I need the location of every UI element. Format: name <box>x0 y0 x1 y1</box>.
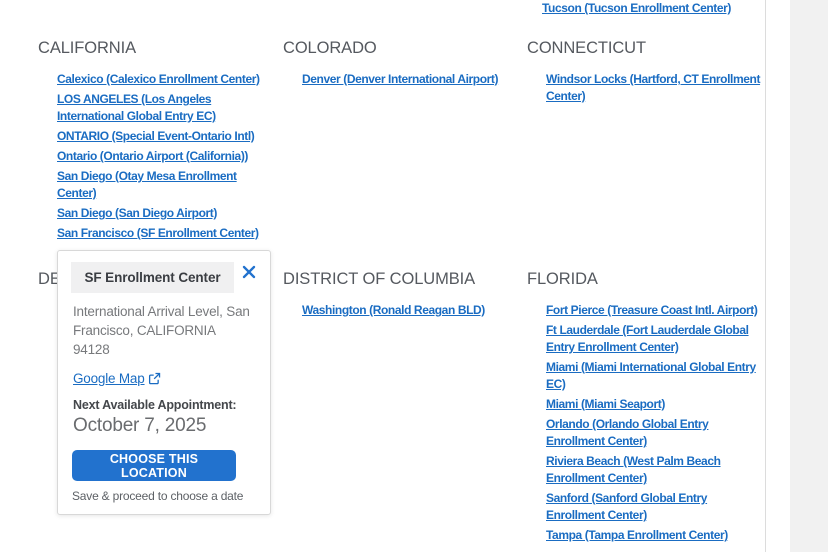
enrollment-center-link[interactable]: Miami (Miami International Global Entry … <box>546 360 756 391</box>
enrollment-center-link[interactable]: Ontario (Ontario Airport (California)) <box>57 149 249 163</box>
enrollment-center-link[interactable]: San Diego (Otay Mesa Enrollment Center) <box>57 169 237 200</box>
state-heading: FLORIDA <box>527 270 598 288</box>
enrollment-center-list: Calexico (Calexico Enrollment Center) LOS… <box>57 71 284 242</box>
enrollment-center-link[interactable]: Calexico (Calexico Enrollment Center) <box>57 72 260 86</box>
enrollment-center-link[interactable]: Orlando (Orlando Global Entry Enrollment… <box>546 417 709 448</box>
close-icon <box>241 264 257 280</box>
enrollment-center-link[interactable]: Washington (Ronald Reagan BLD) <box>302 303 485 317</box>
state-heading: CONNECTICUT <box>527 39 646 57</box>
right-gutter <box>790 0 828 552</box>
enrollment-center-link[interactable]: Miami (Miami Seaport) <box>546 397 665 411</box>
enrollment-center-link[interactable]: San Francisco (SF Enrollment Center) <box>57 226 259 240</box>
state-heading: DISTRICT OF COLUMBIA <box>283 270 476 288</box>
enrollment-center-link[interactable]: Riviera Beach (West Palm Beach Enrollmen… <box>546 454 721 485</box>
enrollment-center-link[interactable]: ONTARIO (Special Event-Ontario Intl) <box>57 129 255 143</box>
state-section: DISTRICT OF COLUMBIA Washington (Ronald R… <box>283 269 529 322</box>
state-section: CONNECTICUT Windsor Locks (Hartford, CT E… <box>527 38 773 108</box>
close-button[interactable] <box>234 262 257 293</box>
enrollment-center-list: Windsor Locks (Hartford, CT Enrollment C… <box>546 71 773 105</box>
enrollment-center-list: Washington (Ronald Reagan BLD) <box>302 302 529 319</box>
location-address: International Arrival Level, San Francis… <box>73 304 250 357</box>
enrollment-center-link[interactable]: San Diego (San Diego Airport) <box>57 206 217 220</box>
external-link-icon <box>148 372 161 385</box>
choose-this-location-button[interactable]: CHOOSE THIS LOCATION <box>72 450 236 481</box>
state-section: DE <box>38 269 284 302</box>
enrollment-center-link[interactable]: Ft Lauderdale (Fort Lauderdale Global En… <box>546 323 749 354</box>
popup-header: SF Enrollment Center <box>71 262 257 293</box>
enrollment-center-link[interactable]: Denver (Denver International Airport) <box>302 72 499 86</box>
state-section: CALIFORNIA Calexico (Calexico Enrollment … <box>38 38 284 245</box>
google-map-link[interactable]: Google Map <box>73 371 161 386</box>
enrollment-center-link[interactable]: Sanford (Sanford Global Entry Enrollment… <box>546 491 708 522</box>
enrollment-center-link[interactable]: Tampa (Tampa Enrollment Center) <box>546 528 728 542</box>
enrollment-center-list: Fort Pierce (Treasure Coast Intl. Airpor… <box>546 302 773 544</box>
next-appointment-label: Next Available Appointment: <box>73 398 237 412</box>
google-map-link-label: Google Map <box>73 371 145 386</box>
enrollment-center-list: Denver (Denver International Airport) <box>302 71 529 88</box>
location-details-popup: SF Enrollment Center International Arriv… <box>57 250 271 515</box>
enrollment-center-link-tucson[interactable]: Tucson (Tucson Enrollment Center) <box>542 1 732 15</box>
save-proceed-note: Save & proceed to choose a date <box>72 489 244 503</box>
next-appointment-date: October 7, 2025 <box>73 415 207 436</box>
state-section: FLORIDA Fort Pierce (Treasure Coast Intl.… <box>527 269 773 547</box>
state-section: COLORADO Denver (Denver International Air… <box>283 38 529 91</box>
enrollment-center-link[interactable]: LOS ANGELES (Los Angeles International G… <box>57 92 216 123</box>
enrollment-center-link[interactable]: Fort Pierce (Treasure Coast Intl. Airpor… <box>546 303 758 317</box>
state-heading: COLORADO <box>283 39 377 57</box>
enrollment-center-link[interactable]: Windsor Locks (Hartford, CT Enrollment C… <box>546 72 761 103</box>
state-heading: DE <box>38 270 61 288</box>
popup-title: SF Enrollment Center <box>71 262 234 293</box>
column-divider <box>765 0 766 552</box>
state-heading: CALIFORNIA <box>38 39 137 57</box>
